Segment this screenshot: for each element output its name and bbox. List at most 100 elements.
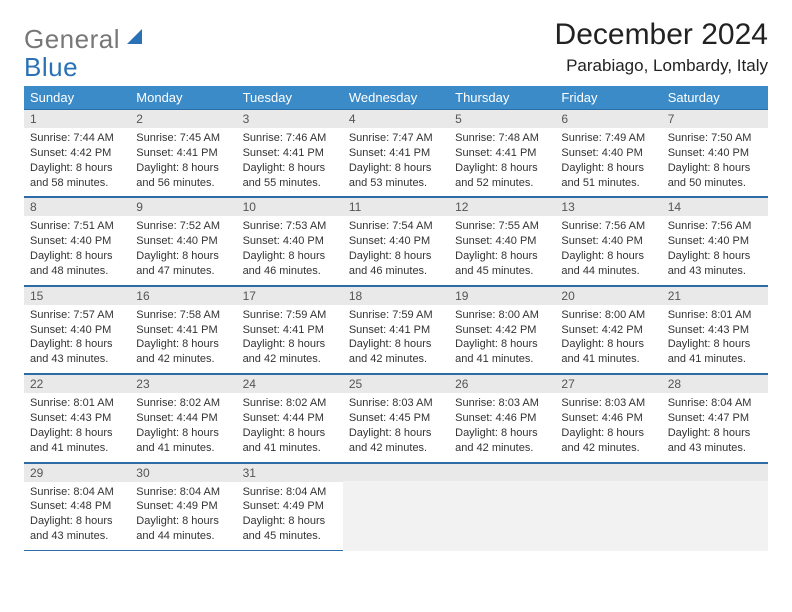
day-number: 29 <box>24 463 130 482</box>
day-details: Sunrise: 8:04 AMSunset: 4:49 PMDaylight:… <box>237 482 343 550</box>
day-details: Sunrise: 7:54 AMSunset: 4:40 PMDaylight:… <box>343 216 449 284</box>
day-details: Sunrise: 7:46 AMSunset: 4:41 PMDaylight:… <box>237 128 343 196</box>
calendar-cell: 3Sunrise: 7:46 AMSunset: 4:41 PMDaylight… <box>237 109 343 197</box>
sunset-line: Sunset: 4:41 PM <box>349 323 443 338</box>
sunrise-line: Sunrise: 7:55 AM <box>455 219 549 234</box>
daylight-line: Daylight: 8 hours and 56 minutes. <box>136 161 230 191</box>
calendar-cell: 30 Sunrise: 8:04 AMSunset: 4:49 PMDayligh… <box>130 463 236 551</box>
day-details: Sunrise: 7:51 AMSunset: 4:40 PMDaylight:… <box>24 216 130 284</box>
daylight-line: Daylight: 8 hours and 44 minutes. <box>136 514 230 544</box>
sunrise-line: Sunrise: 7:53 AM <box>243 219 337 234</box>
sunrise-line: Sunrise: 7:46 AM <box>243 131 337 146</box>
calendar-cell: 23Sunrise: 8:02 AMSunset: 4:44 PMDayligh… <box>130 374 236 462</box>
calendar-cell: 21Sunrise: 8:01 AMSunset: 4:43 PMDayligh… <box>662 286 768 374</box>
day-number: 19 <box>449 286 555 305</box>
day-details: Sunrise: 7:59 AMSunset: 4:41 PMDaylight:… <box>343 305 449 373</box>
sunset-line: Sunset: 4:40 PM <box>349 234 443 249</box>
day-number: 4 <box>343 109 449 128</box>
sunrise-line: Sunrise: 8:04 AM <box>30 485 124 500</box>
day-details: Sunrise: 7:58 AMSunset: 4:41 PMDaylight:… <box>130 305 236 373</box>
sunset-line: Sunset: 4:40 PM <box>561 234 655 249</box>
calendar-cell: 18Sunrise: 7:59 AMSunset: 4:41 PMDayligh… <box>343 286 449 374</box>
calendar-cell: 16Sunrise: 7:58 AMSunset: 4:41 PMDayligh… <box>130 286 236 374</box>
daylight-line: Daylight: 8 hours and 41 minutes. <box>136 426 230 456</box>
daylight-line: Daylight: 8 hours and 42 minutes. <box>455 426 549 456</box>
sunset-line: Sunset: 4:40 PM <box>30 323 124 338</box>
sunrise-line: Sunrise: 8:00 AM <box>561 308 655 323</box>
calendar-cell: 28Sunrise: 8:04 AMSunset: 4:47 PMDayligh… <box>662 374 768 462</box>
calendar-cell: 25Sunrise: 8:03 AMSunset: 4:45 PMDayligh… <box>343 374 449 462</box>
calendar-cell: 14Sunrise: 7:56 AMSunset: 4:40 PMDayligh… <box>662 197 768 285</box>
calendar-cell: 27Sunrise: 8:03 AMSunset: 4:46 PMDayligh… <box>555 374 661 462</box>
calendar-cell: 19Sunrise: 8:00 AMSunset: 4:42 PMDayligh… <box>449 286 555 374</box>
day-number: 18 <box>343 286 449 305</box>
sunset-line: Sunset: 4:47 PM <box>668 411 762 426</box>
sunset-line: Sunset: 4:41 PM <box>455 146 549 161</box>
sunrise-line: Sunrise: 7:56 AM <box>561 219 655 234</box>
sunset-line: Sunset: 4:41 PM <box>243 323 337 338</box>
day-details: Sunrise: 7:44 AMSunset: 4:42 PMDaylight:… <box>24 128 130 196</box>
calendar-cell: 29Sunrise: 8:04 AMSunset: 4:48 PMDayligh… <box>24 463 130 551</box>
day-number: 6 <box>555 109 661 128</box>
calendar-cell: 13Sunrise: 7:56 AMSunset: 4:40 PMDayligh… <box>555 197 661 285</box>
sunset-line: Sunset: 4:42 PM <box>30 146 124 161</box>
day-number: 30 <box>130 463 236 482</box>
calendar-cell: 4Sunrise: 7:47 AMSunset: 4:41 PMDaylight… <box>343 109 449 197</box>
sunset-line: Sunset: 4:43 PM <box>30 411 124 426</box>
sunset-line: Sunset: 4:40 PM <box>668 146 762 161</box>
calendar-cell: 26Sunrise: 8:03 AMSunset: 4:46 PMDayligh… <box>449 374 555 462</box>
daylight-line: Daylight: 8 hours and 55 minutes. <box>243 161 337 191</box>
day-number: 9 <box>130 197 236 216</box>
sunrise-line: Sunrise: 8:03 AM <box>349 396 443 411</box>
sunrise-line: Sunrise: 8:03 AM <box>455 396 549 411</box>
day-details: Sunrise: 8:03 AMSunset: 4:46 PMDaylight:… <box>449 393 555 461</box>
day-details: Sunrise: 7:57 AMSunset: 4:40 PMDaylight:… <box>24 305 130 373</box>
day-number: 28 <box>662 374 768 393</box>
logo-text-gray: General <box>24 24 120 55</box>
day-number: 12 <box>449 197 555 216</box>
weekday-header: Tuesday <box>237 86 343 109</box>
daylight-line: Daylight: 8 hours and 41 minutes. <box>243 426 337 456</box>
day-number: 22 <box>24 374 130 393</box>
day-details: Sunrise: 8:03 AMSunset: 4:46 PMDaylight:… <box>555 393 661 461</box>
sunrise-line: Sunrise: 7:52 AM <box>136 219 230 234</box>
sunrise-line: Sunrise: 8:04 AM <box>136 485 230 500</box>
daylight-line: Daylight: 8 hours and 43 minutes. <box>668 426 762 456</box>
sunset-line: Sunset: 4:45 PM <box>349 411 443 426</box>
sunset-line: Sunset: 4:44 PM <box>136 411 230 426</box>
sunrise-line: Sunrise: 7:45 AM <box>136 131 230 146</box>
daylight-line: Daylight: 8 hours and 41 minutes. <box>455 337 549 367</box>
logo-text-blue: Blue <box>24 52 78 82</box>
calendar-cell: 10Sunrise: 7:53 AMSunset: 4:40 PMDayligh… <box>237 197 343 285</box>
daylight-line: Daylight: 8 hours and 50 minutes. <box>668 161 762 191</box>
calendar-cell: 1Sunrise: 7:44 AMSunset: 4:42 PMDaylight… <box>24 109 130 197</box>
daylight-line: Daylight: 8 hours and 42 minutes. <box>561 426 655 456</box>
daylight-line: Daylight: 8 hours and 58 minutes. <box>30 161 124 191</box>
calendar-cell <box>555 463 661 551</box>
sunset-line: Sunset: 4:42 PM <box>561 323 655 338</box>
calendar-cell: 8Sunrise: 7:51 AMSunset: 4:40 PMDaylight… <box>24 197 130 285</box>
day-number: 15 <box>24 286 130 305</box>
calendar-cell: 5Sunrise: 7:48 AMSunset: 4:41 PMDaylight… <box>449 109 555 197</box>
calendar-cell: 22Sunrise: 8:01 AMSunset: 4:43 PMDayligh… <box>24 374 130 462</box>
sunrise-line: Sunrise: 7:51 AM <box>30 219 124 234</box>
calendar-cell: 12Sunrise: 7:55 AMSunset: 4:40 PMDayligh… <box>449 197 555 285</box>
sunrise-line: Sunrise: 7:58 AM <box>136 308 230 323</box>
daylight-line: Daylight: 8 hours and 42 minutes. <box>349 337 443 367</box>
sunset-line: Sunset: 4:46 PM <box>455 411 549 426</box>
day-number: 24 <box>237 374 343 393</box>
day-details: Sunrise: 7:47 AMSunset: 4:41 PMDaylight:… <box>343 128 449 196</box>
sunrise-line: Sunrise: 8:00 AM <box>455 308 549 323</box>
month-title: December 2024 <box>555 18 768 52</box>
day-number: 7 <box>662 109 768 128</box>
day-details: Sunrise: 8:01 AMSunset: 4:43 PMDaylight:… <box>24 393 130 461</box>
day-details: Sunrise: 7:50 AMSunset: 4:40 PMDaylight:… <box>662 128 768 196</box>
day-details: Sunrise: 7:59 AMSunset: 4:41 PMDaylight:… <box>237 305 343 373</box>
sunset-line: Sunset: 4:44 PM <box>243 411 337 426</box>
day-number: 13 <box>555 197 661 216</box>
daylight-line: Daylight: 8 hours and 42 minutes. <box>349 426 443 456</box>
day-number: 10 <box>237 197 343 216</box>
day-details: Sunrise: 7:56 AMSunset: 4:40 PMDaylight:… <box>555 216 661 284</box>
sunset-line: Sunset: 4:49 PM <box>136 499 230 514</box>
daylight-line: Daylight: 8 hours and 52 minutes. <box>455 161 549 191</box>
